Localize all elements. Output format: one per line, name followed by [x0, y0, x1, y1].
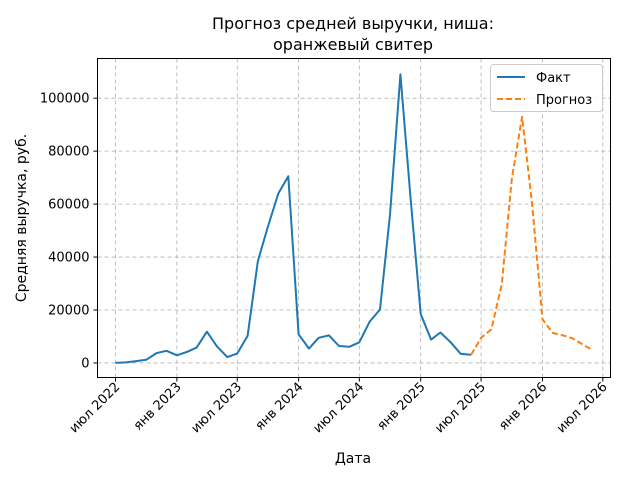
chart-title-line-2: оранжевый свитер [273, 35, 433, 54]
y-tick-label: 20000 [48, 303, 89, 318]
y-tick-label: 40000 [48, 251, 89, 266]
legend-label-forecast: Прогноз [536, 93, 592, 108]
x-axis-label: Дата [335, 451, 371, 467]
y-axis-label: Средняя выручка, руб. [14, 134, 30, 302]
legend-label-fact: Факт [536, 71, 571, 86]
series-line-forecast [470, 115, 594, 356]
y-tick-label: 0 [81, 356, 89, 371]
legend: Факт Прогноз [490, 64, 603, 112]
y-tick-label: 60000 [48, 198, 89, 213]
plot-frame [97, 58, 611, 378]
y-tick-label: 100000 [40, 92, 90, 107]
grid [97, 58, 611, 378]
series-line-fact [115, 73, 472, 364]
series-layer [115, 73, 594, 364]
y-tick-label: 80000 [48, 145, 89, 160]
chart-title-line-1: Прогноз средней выручки, ниша: [212, 14, 494, 33]
